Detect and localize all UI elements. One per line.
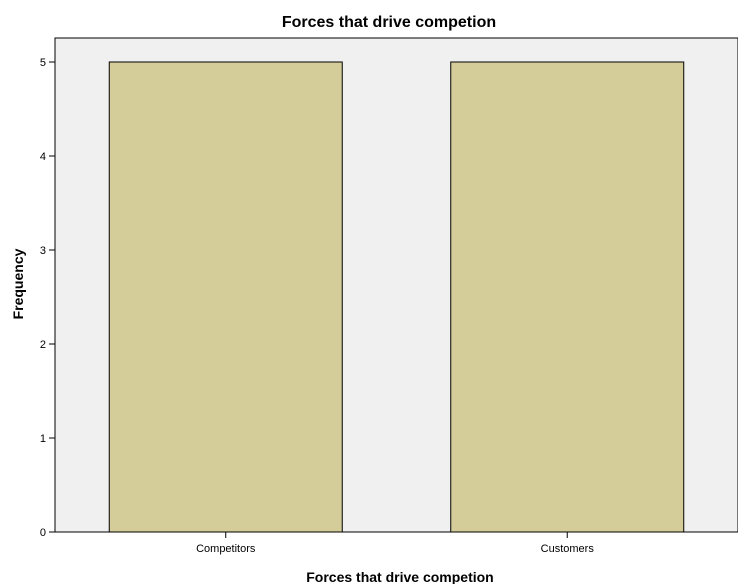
y-tick-label: 4 <box>40 151 46 163</box>
chart-title: Forces that drive competion <box>282 14 496 31</box>
x-axis-title: Forces that drive competion <box>306 569 493 584</box>
y-tick-label: 5 <box>40 57 46 69</box>
y-tick-label: 3 <box>40 245 46 257</box>
x-category-label: Customers <box>541 543 595 555</box>
y-tick-label: 2 <box>40 339 46 351</box>
x-category-label: Competitors <box>196 543 256 555</box>
bar-customers <box>450 61 685 533</box>
bar-competitors <box>108 61 343 533</box>
x-axis: Competitors Customers <box>55 531 738 555</box>
y-tick-label: 1 <box>40 433 46 445</box>
y-tick-label: 0 <box>40 527 46 539</box>
y-axis: 0 1 2 3 4 5 <box>40 38 56 539</box>
y-axis-title: Frequency <box>10 248 26 319</box>
